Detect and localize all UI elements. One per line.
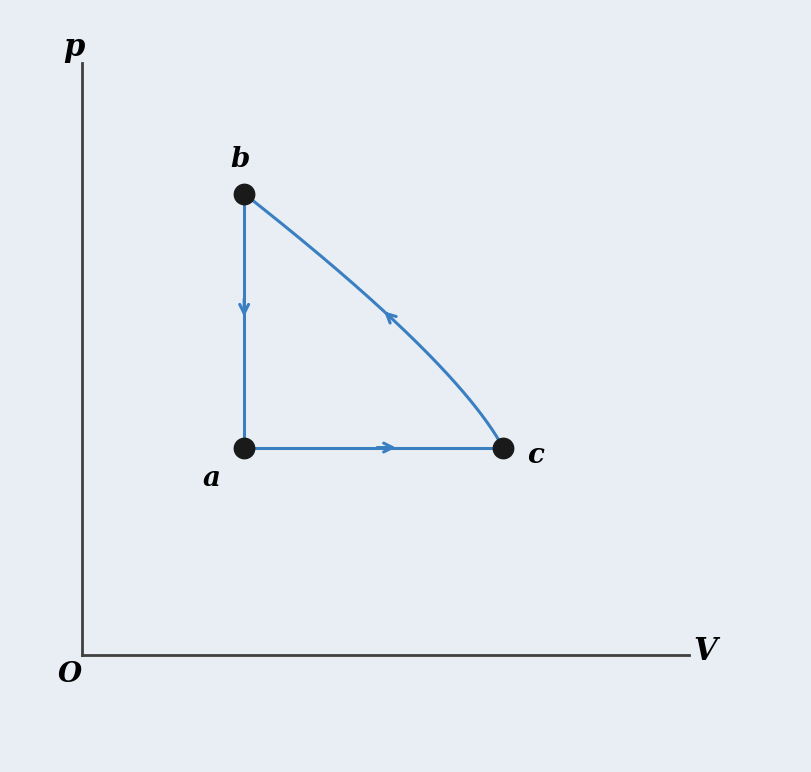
Text: O: O [58, 661, 82, 688]
Text: a: a [203, 465, 221, 492]
Text: V: V [693, 636, 716, 667]
Point [496, 442, 509, 454]
Text: p: p [63, 32, 85, 63]
Text: c: c [526, 442, 543, 469]
Point [238, 442, 251, 454]
Point [238, 188, 251, 200]
Text: b: b [230, 146, 250, 173]
